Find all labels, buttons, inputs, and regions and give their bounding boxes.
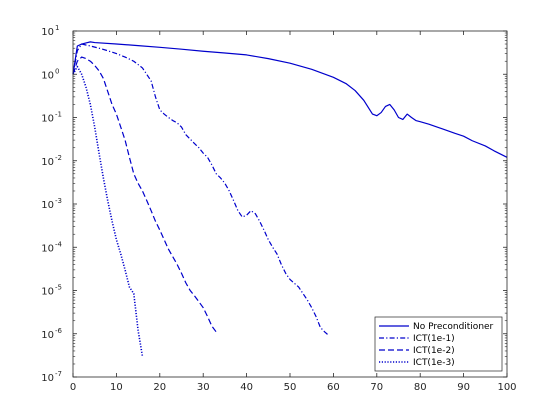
series-line-3 [72,65,144,357]
axes-layer: 0 10 20 30 40 50 60 70 80 90 10010-710-610-510-410… [41,24,516,393]
x-tick-label: 50 [284,382,297,393]
series-line-1 [72,43,330,337]
y-tick-label: 10 [41,330,54,341]
x-tick-label: 40 [240,382,253,393]
legend-entry: ICT(1e-2) [413,346,455,356]
y-tick-exponent: 0 [55,67,59,75]
x-tick-label: 100 [497,382,516,393]
x-tick-label: 0 [70,382,76,393]
x-tick-label: 80 [414,382,427,393]
x-tick-label: 10 [110,382,123,393]
y-tick-label: 10 [41,70,54,81]
y-tick-label: 10 [41,157,54,168]
y-tick-label: 10 [41,200,54,211]
y-tick-label: 10 [41,373,54,384]
x-tick-label: 30 [197,382,210,393]
y-tick-exponent: -2 [55,154,62,162]
series-line-2 [72,56,217,333]
y-tick-label: 10 [41,27,54,38]
y-tick-label: 10 [41,114,54,125]
y-tick-exponent: -4 [55,240,63,248]
x-tick-label: 20 [153,382,166,393]
series-line-0 [72,41,508,158]
y-tick-label: 10 [41,287,54,298]
legend-entry: No Preconditioner [413,322,494,332]
x-tick-label: 70 [370,382,383,393]
y-tick-exponent: -1 [55,111,62,119]
y-tick-label: 10 [41,243,54,254]
x-tick-label: 90 [457,382,470,393]
y-tick-exponent: -7 [55,370,62,378]
legend-entry: ICT(1e-3) [413,358,455,368]
series-layer [72,41,508,357]
y-tick-exponent: -3 [55,197,62,205]
y-tick-exponent: -6 [55,327,63,335]
x-tick-label: 60 [327,382,340,393]
y-tick-exponent: -5 [55,284,62,292]
y-tick-exponent: 1 [55,24,59,32]
legend: No Preconditioner ICT(1e-1) ICT(1e-2) ICT(1… [374,316,503,372]
legend-entry: ICT(1e-1) [413,334,455,344]
